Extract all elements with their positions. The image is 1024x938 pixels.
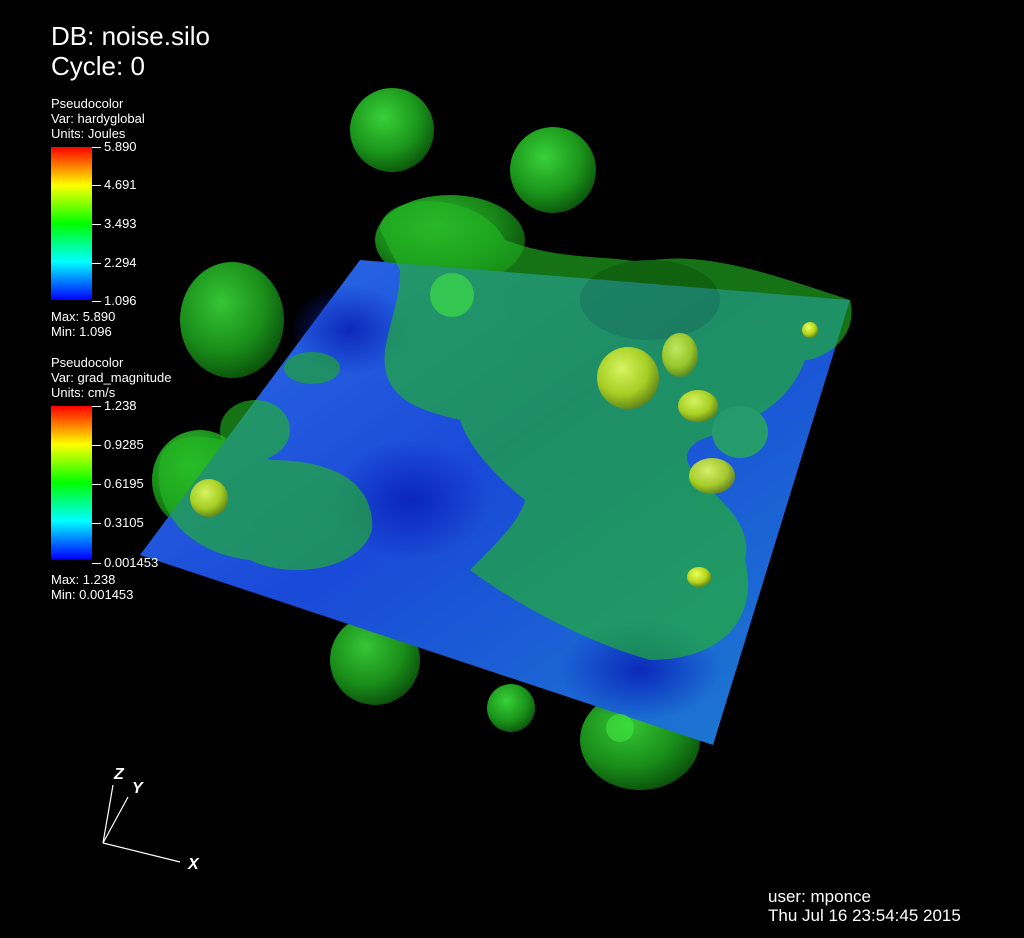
axis-label-y: Y: [132, 780, 143, 797]
legend-max: Max: 5.890: [51, 309, 116, 324]
legend-units: Units: Joules: [51, 126, 126, 141]
legend-tick: 0.9285: [92, 438, 144, 452]
cycle-label: Cycle: 0: [51, 51, 145, 81]
translucent-isosurface: [158, 201, 852, 660]
legend-colorbar: [51, 147, 92, 300]
legend-tick: 0.6195: [92, 477, 144, 491]
highlight-blobs: [190, 273, 818, 742]
timestamp-label: Thu Jul 16 23:54:45 2015: [768, 906, 961, 925]
legend-plot-type: Pseudocolor: [51, 355, 124, 370]
legend-min: Min: 0.001453: [51, 587, 134, 602]
legend-tick: 3.493: [92, 217, 137, 231]
legend-plot-type: Pseudocolor: [51, 96, 124, 111]
axis-label-z: Z: [114, 766, 124, 783]
legend-tick: 2.294: [92, 256, 137, 270]
legend-units: Units: cm/s: [51, 385, 116, 400]
axis-triad: [102, 784, 181, 863]
legend-tick: 1.238: [92, 399, 137, 413]
legend-min: Min: 1.096: [51, 324, 112, 339]
user-label: user: mponce: [768, 887, 871, 906]
legend-colorbar: [51, 406, 92, 559]
legend-max: Max: 1.238: [51, 572, 116, 587]
legend-var: Var: hardyglobal: [51, 111, 145, 126]
legend-tick: 0.001453: [92, 556, 158, 570]
legend-var: Var: grad_magnitude: [51, 370, 172, 385]
legend-tick: 0.3105: [92, 516, 144, 530]
legend-tick: 1.096: [92, 294, 137, 308]
legend-tick: 5.890: [92, 140, 137, 154]
legend-tick: 4.691: [92, 178, 137, 192]
database-title: DB: noise.silo: [51, 21, 210, 51]
axis-label-x: X: [188, 856, 199, 873]
